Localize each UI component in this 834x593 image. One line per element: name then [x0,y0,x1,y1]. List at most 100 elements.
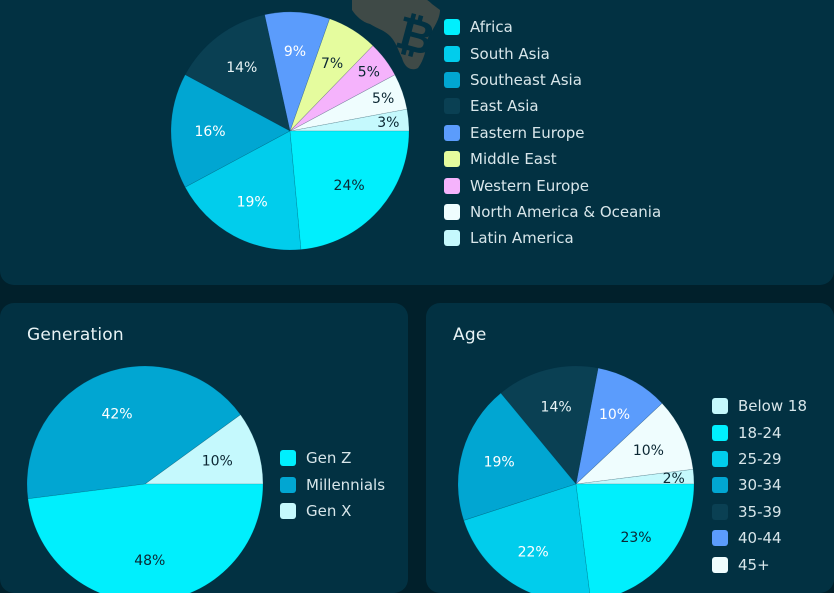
pie-slice-east-asia [184,14,291,132]
legend-item-eastern-europe: Eastern Europe [444,120,661,146]
legend-item-south-asia: South Asia [444,40,661,66]
legend-item-35-39: 35-39 [712,499,807,525]
legend-item-40-44: 40-44 [712,525,807,551]
legend-swatch [712,424,728,441]
age-pie: 2% 10% 10% 14% 19% 22% 23% [457,365,695,593]
legend-swatch [444,230,460,247]
region-pie: 3% 5% 5% 7% 9% 14% 16% 19% 24% [170,11,410,251]
pie-slice-eastern-europe [264,11,330,133]
legend-label: East Asia [470,97,539,116]
pie-slice-southeast-asia [170,74,291,188]
legend-swatch [444,151,460,168]
slice-label-below-18: 2% [663,471,685,487]
generation-panel: Generation 10% 42% 48% Gen Z Millennials Gen… [0,303,408,593]
slice-label-gen-z: 48% [134,553,165,569]
pie-slice-middle-east [289,18,374,132]
pie-slice-30-34 [457,392,577,521]
legend-item-east-asia: East Asia [444,93,661,119]
legend-item-30-34: 30-34 [712,472,807,498]
legend-swatch [444,203,460,220]
slice-label-east-asia: 14% [226,60,257,76]
legend-item-25-29: 25-29 [712,446,807,472]
legend-item-gen-z: Gen Z [280,445,385,471]
legend-swatch [444,71,460,88]
legend-label: Latin America [470,229,574,248]
legend-item-middle-east: Middle East [444,146,661,172]
pie-slice-western-europe [289,45,396,132]
legend-label: Southeast Asia [470,70,582,89]
slice-label-45: 10% [633,443,664,459]
legend-label: South Asia [470,44,550,63]
slice-label-eastern-europe: 9% [284,44,306,60]
legend-item-45: 45+ [712,551,807,577]
legend-label: Gen X [306,501,352,520]
legend-item-western-europe: Western Europe [444,172,661,198]
legend-label: Millennials [306,475,386,494]
slice-label-gen-x: 10% [202,454,233,470]
age-legend: Below 18 18-24 25-29 30-34 35-39 40-44 45+ [712,393,807,578]
legend-label: 40-44 [738,529,782,548]
generation-pie-chart: 10% 42% 48% [26,365,264,593]
age-pie-chart: 2% 10% 10% 14% 19% 22% 23% [457,365,695,593]
legend-swatch [712,556,728,573]
legend-item-18-24: 18-24 [712,419,807,445]
pie-slice-35-39 [500,365,599,485]
legend-swatch [280,502,296,519]
legend-item-southeast-asia: Southeast Asia [444,67,661,93]
pie-slice-45 [575,402,694,485]
legend-label: Middle East [470,150,557,169]
legend-label: 45+ [738,555,770,574]
pie-slice-africa [289,130,410,250]
age-title: Age [453,325,487,345]
legend-label: Eastern Europe [470,123,585,142]
pie-slice-gen-z [27,483,264,593]
legend-label: Western Europe [470,176,590,195]
region-panel: ₿ 3% 5% 5% 7% 9% 14% 16% 19% 24% Africa South Asi… [0,0,834,285]
legend-label: Gen Z [306,449,352,468]
generation-pie: 10% 42% 48% [26,365,264,593]
legend-label: Below 18 [738,397,807,416]
slice-label-25-29: 22% [518,545,549,561]
legend-item-latin-america: Latin America [444,225,661,251]
slice-label-western-europe: 5% [358,64,380,80]
legend-label: 30-34 [738,476,782,495]
slice-label-30-34: 19% [484,455,515,471]
legend-swatch [712,450,728,467]
legend-swatch [280,450,296,467]
legend-label: North America & Oceania [470,202,662,221]
age-panel: Age 2% 10% 10% 14% 19% 22% 23% Below 18 18-24 25… [426,303,834,593]
pie-slice-north-america-oceania [289,74,408,132]
legend-swatch [444,98,460,115]
legend-swatch [712,477,728,494]
legend-item-below-18: Below 18 [712,393,807,419]
legend-label: Africa [470,18,513,37]
slice-label-latin-america: 3% [377,115,399,131]
legend-item-gen-x: Gen X [280,498,385,524]
legend-swatch [712,503,728,520]
region-legend: Africa South Asia Southeast Asia East Asia E… [444,14,661,252]
legend-swatch [712,530,728,547]
generation-legend: Gen Z Millennials Gen X [280,445,385,524]
legend-label: 18-24 [738,423,782,442]
slice-label-35-39: 14% [541,400,572,416]
legend-item-africa: Africa [444,14,661,40]
pie-slice-40-44 [575,367,663,485]
slice-label-south-asia: 19% [237,194,268,210]
slice-label-millennials: 42% [101,406,132,422]
legend-label: 25-29 [738,449,782,468]
legend-swatch [444,177,460,194]
pie-slice-latin-america [289,108,410,132]
legend-item-north-america-oceania: North America & Oceania [444,199,661,225]
slice-label-middle-east: 7% [321,56,343,72]
legend-swatch [444,124,460,141]
legend-label: 35-39 [738,502,782,521]
slice-label-18-24: 23% [620,530,651,546]
legend-swatch [444,19,460,36]
pie-slice-gen-x [144,414,264,485]
legend-swatch [444,45,460,62]
legend-swatch [280,476,296,493]
slice-label-40-44: 10% [599,407,630,423]
pie-slice-millennials [26,365,241,500]
slice-label-southeast-asia: 16% [194,124,225,140]
slice-label-africa: 24% [334,178,365,194]
